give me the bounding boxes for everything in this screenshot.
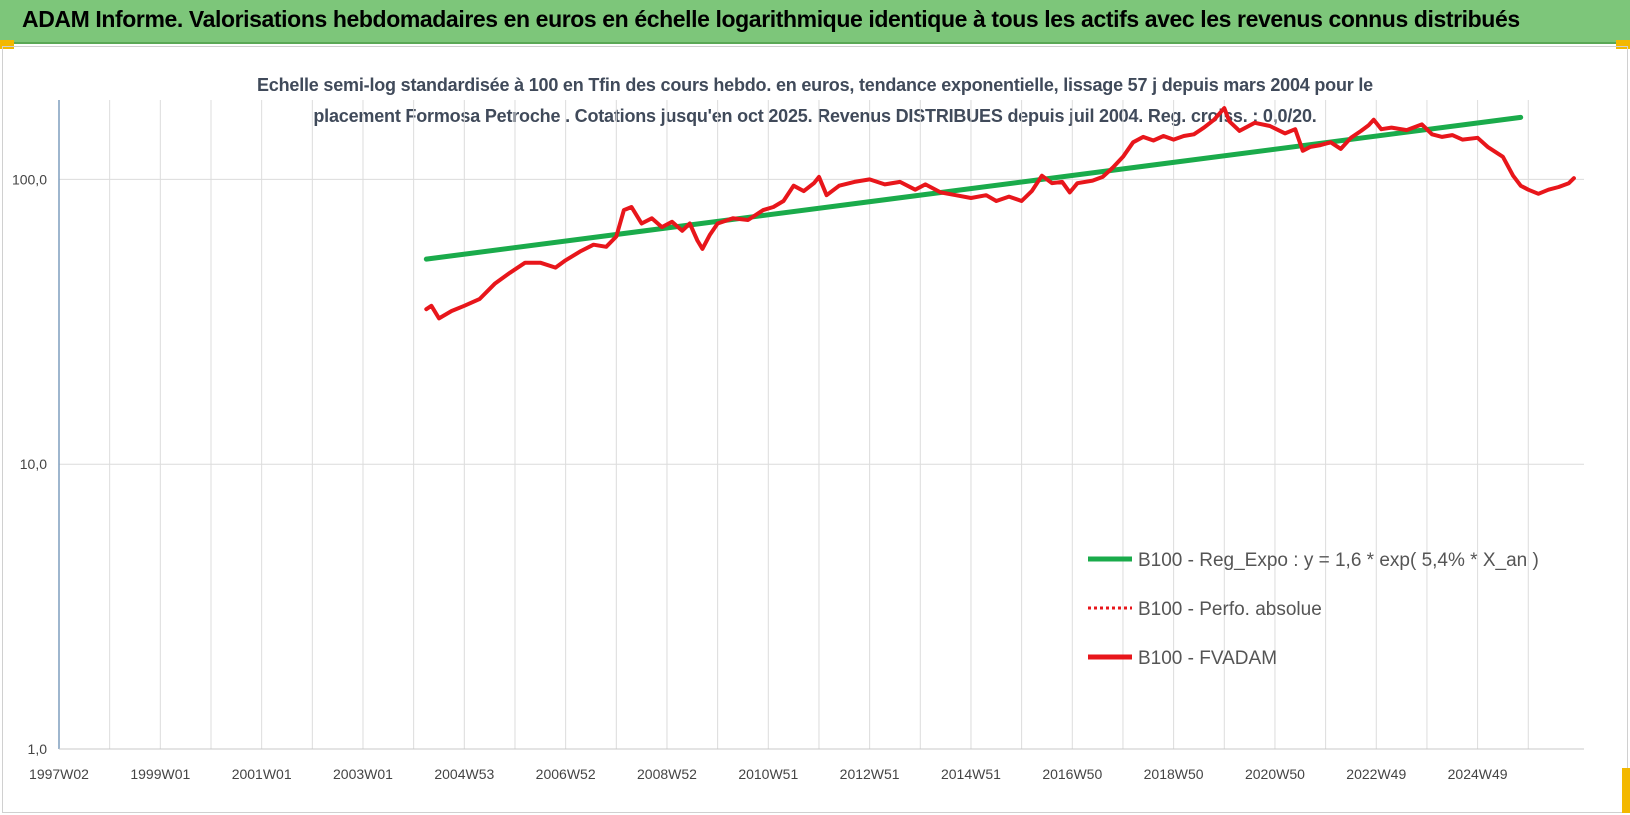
x-tick-label: 2012W51	[840, 766, 900, 782]
y-tick-label: 10,0	[20, 456, 47, 472]
chart-title: Echelle semi-log standardisée à 100 en T…	[160, 70, 1470, 132]
x-tick-label: 2018W50	[1144, 766, 1204, 782]
grid	[58, 100, 1584, 750]
x-tick-label: 2020W50	[1245, 766, 1305, 782]
page-title: ADAM Informe. Valorisations hebdomadaire…	[22, 6, 1520, 32]
x-tick-label: 2003W01	[333, 766, 393, 782]
corner-marker	[0, 40, 14, 49]
x-tick-label: 2001W01	[232, 766, 292, 782]
chart-title-line-2: placement Formosa Petroche . Cotations j…	[313, 106, 1317, 126]
legend-label: B100 - Reg_Expo : y = 1,6 * exp( 5,4% * …	[1138, 550, 1539, 571]
x-tick-label: 2010W51	[738, 766, 798, 782]
series-line-1	[423, 114, 1524, 262]
x-tick-label: 2006W52	[536, 766, 596, 782]
x-tick-label: 1999W01	[130, 766, 190, 782]
axes: 1997W02 1999W01 2001W01 2003W01 2004W53 2006W…	[12, 100, 1584, 782]
legend: B100 - Reg_Expo : y = 1,6 * exp( 5,4% * …	[1088, 550, 1539, 669]
x-tick-label: 2024W49	[1448, 766, 1508, 782]
corner-marker	[1616, 40, 1630, 49]
x-tick-label: 2014W51	[941, 766, 1001, 782]
chart-title-line-1: Echelle semi-log standardisée à 100 en T…	[256, 75, 1373, 95]
chart-frame	[2, 46, 1628, 813]
header-bar: ADAM Informe. Valorisations hebdomadaire…	[0, 0, 1630, 44]
legend-label: B100 - FVADAM	[1138, 648, 1277, 669]
x-tick-label: 2016W50	[1042, 766, 1102, 782]
series-line-3	[424, 106, 1576, 321]
y-tick-label: 1,0	[28, 741, 48, 757]
corner-marker	[1622, 768, 1630, 813]
x-tick-label: 2004W53	[434, 766, 494, 782]
y-tick-label: 100,0	[12, 171, 47, 187]
legend-label: B100 - Perfo. absolue	[1138, 599, 1322, 620]
x-tick-label: 1997W02	[29, 766, 89, 782]
x-tick-label: 2022W49	[1346, 766, 1406, 782]
x-tick-label: 2008W52	[637, 766, 697, 782]
series-group	[423, 106, 1576, 321]
